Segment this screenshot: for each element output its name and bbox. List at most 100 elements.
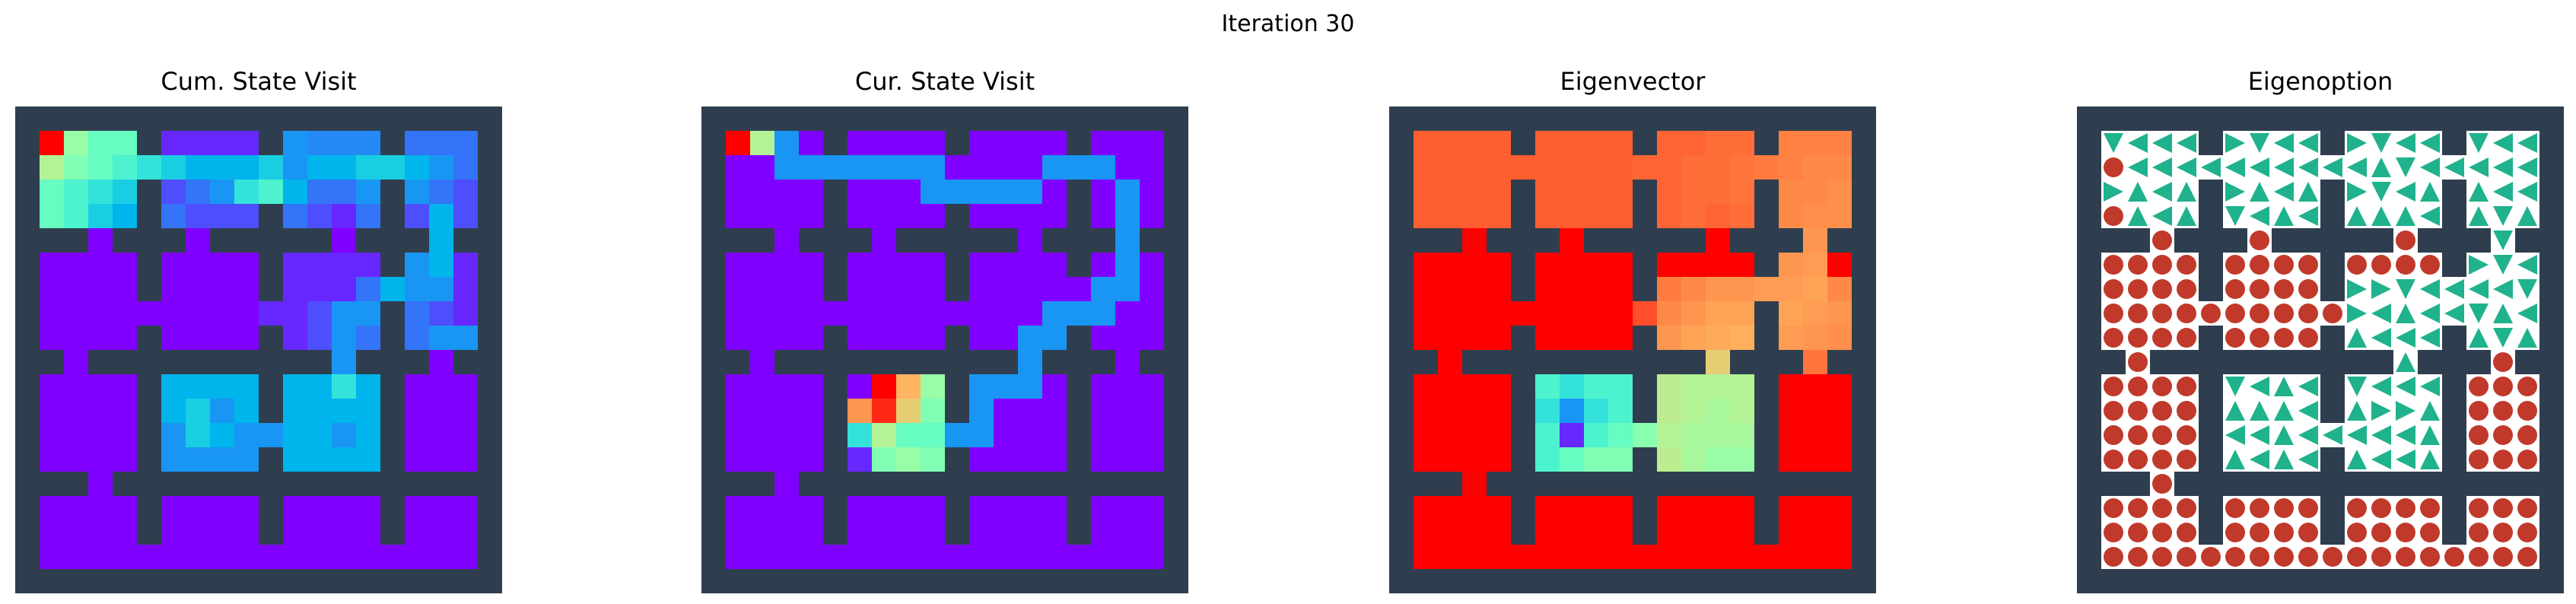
wall-cell — [2515, 350, 2540, 375]
heatmap-cell — [1633, 301, 1658, 326]
wall-cell — [137, 399, 162, 424]
wall-cell — [945, 253, 970, 278]
heatmap-cell — [1438, 374, 1463, 399]
policy-arrow — [2128, 206, 2148, 226]
wall-cell — [799, 569, 824, 593]
wall-cell — [896, 228, 921, 253]
wall-cell — [1067, 423, 1092, 448]
heatmap-cell — [1681, 204, 1706, 229]
wall-cell — [380, 106, 405, 132]
wall-cell — [40, 472, 65, 497]
terminal-dot — [2152, 523, 2172, 542]
heatmap-cell — [1560, 447, 1585, 472]
wall-cell — [2077, 447, 2102, 472]
terminal-dot — [2274, 255, 2294, 275]
heatmap-cell — [332, 399, 357, 424]
heatmap-cell — [161, 496, 186, 521]
wall-cell — [478, 447, 502, 472]
policy-arrow — [2420, 133, 2440, 153]
heatmap-cell — [1535, 374, 1560, 399]
heatmap-cell — [1706, 399, 1731, 424]
terminal-dot — [2104, 377, 2123, 396]
wall-cell — [1091, 228, 1116, 253]
terminal-dot — [2347, 255, 2367, 275]
wall-cell — [1067, 472, 1092, 497]
wall-cell — [356, 472, 381, 497]
heatmap-cell — [1706, 253, 1731, 278]
heatmap-cell — [1608, 423, 1633, 448]
heatmap-cell — [1560, 520, 1585, 545]
heatmap-cell — [1608, 326, 1633, 351]
heatmap-cell — [1140, 374, 1165, 399]
terminal-dot — [2396, 230, 2415, 250]
wall-cell — [1681, 472, 1706, 497]
heatmap-cell — [283, 180, 308, 205]
heatmap-cell — [405, 447, 430, 472]
wall-cell — [2077, 569, 2102, 593]
policy-arrow — [2493, 255, 2513, 275]
heatmap-cell — [848, 131, 873, 156]
heatmap-cell — [64, 350, 89, 375]
wall-cell — [2369, 569, 2394, 593]
terminal-dot — [2517, 425, 2537, 445]
wall-cell — [2345, 472, 2370, 497]
wall-cell — [2539, 399, 2564, 424]
policy-arrow — [2420, 182, 2440, 202]
heatmap-cell — [429, 155, 454, 180]
policy-arrow — [2225, 157, 2245, 177]
wall-cell — [2515, 569, 2540, 593]
heatmap-cell — [1115, 180, 1140, 205]
wall-cell — [1389, 131, 1414, 156]
wall-cell — [1511, 447, 1536, 472]
heatmap-cell — [1681, 520, 1706, 545]
heatmap-cell — [1042, 496, 1067, 521]
wall-cell — [259, 277, 284, 302]
wall-cell — [2077, 277, 2102, 302]
wall-cell — [2199, 520, 2224, 545]
wall-cell — [1067, 447, 1092, 472]
heatmap-cell — [1730, 399, 1755, 424]
heatmap-cell — [1681, 496, 1706, 521]
heatmap-cell — [64, 253, 89, 278]
wall-cell — [1389, 447, 1414, 472]
eigenoption-grid — [2077, 106, 2564, 593]
wall-cell — [2320, 326, 2345, 351]
wall-cell — [1389, 399, 1414, 424]
terminal-dot — [2396, 523, 2415, 542]
wall-cell — [969, 350, 994, 375]
wall-cell — [2418, 569, 2443, 593]
heatmap-cell — [774, 399, 800, 424]
heatmap-cell — [1608, 545, 1633, 570]
heatmap-cell — [332, 204, 357, 229]
heatmap-cell — [921, 301, 946, 326]
heatmap-cell — [186, 301, 211, 326]
heatmap-cell — [234, 277, 259, 302]
wall-cell — [137, 277, 162, 302]
wall-cell — [823, 399, 848, 424]
wall-cell — [2223, 228, 2248, 253]
wall-cell — [88, 569, 113, 593]
heatmap-cell — [1681, 447, 1706, 472]
policy-arrow — [2250, 206, 2269, 226]
heatmap-cell — [356, 545, 381, 570]
heatmap-cell — [1827, 326, 1852, 351]
heatmap-cell — [1657, 520, 1682, 545]
heatmap-cell — [356, 301, 381, 326]
wall-cell — [2174, 569, 2199, 593]
wall-cell — [1414, 569, 1439, 593]
wall-cell — [1511, 520, 1536, 545]
terminal-dot — [2298, 328, 2318, 348]
wall-cell — [2442, 569, 2467, 593]
wall-cell — [1535, 106, 1560, 132]
wall-cell — [969, 228, 994, 253]
heatmap-cell — [210, 545, 235, 570]
heatmap-cell — [1487, 301, 1512, 326]
heatmap-cell — [1067, 545, 1092, 570]
wall-cell — [1706, 569, 1731, 593]
policy-arrow — [2420, 401, 2440, 421]
heatmap-cell — [332, 277, 357, 302]
wall-cell — [1462, 106, 1487, 132]
wall-cell — [137, 374, 162, 399]
wall-cell — [1852, 545, 1876, 570]
heatmap-cell — [1042, 131, 1067, 156]
